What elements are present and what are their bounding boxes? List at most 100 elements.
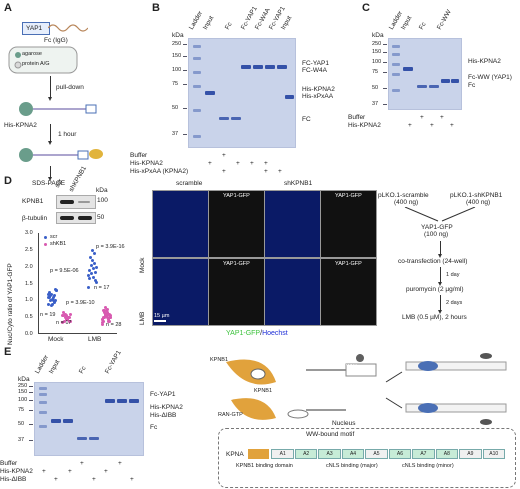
band-label: Fc	[150, 424, 158, 431]
marker-tick	[183, 70, 187, 71]
kpna-domain-box	[218, 428, 516, 488]
data-point	[103, 311, 106, 315]
blot-kda: kDa	[96, 187, 108, 194]
flow-puromycin: puromycin (2 µg/ml)	[406, 286, 464, 293]
gel-c-kda: kDa	[372, 32, 384, 39]
kpna2-label: His-KPNA2	[4, 122, 37, 129]
data-point	[88, 277, 91, 281]
panel-label-a: A	[4, 2, 12, 14]
fc-label: Fc (IgG)	[44, 37, 68, 44]
lane-label: Input	[279, 14, 294, 31]
gel-band	[285, 95, 294, 99]
gel-band	[231, 117, 241, 120]
gel-band	[39, 425, 47, 428]
pval-1: p = 9.5E-06	[50, 268, 79, 274]
gel-band	[105, 399, 115, 403]
gel-band	[39, 387, 47, 390]
legend-shkb-marker	[44, 243, 47, 246]
data-point	[89, 255, 92, 259]
row-cell: +	[104, 468, 108, 475]
row-cell: +	[236, 160, 240, 167]
gel-band	[39, 393, 47, 396]
diagram-nucleus: Nucleus	[332, 420, 356, 427]
lane-label: Fc-YAP1	[103, 349, 123, 375]
data-point	[49, 294, 52, 298]
micro-tile-merge	[264, 190, 321, 258]
row-label: His-KPNA2	[0, 468, 33, 475]
row-label: His-KPNA2	[348, 122, 381, 129]
marker-tick	[383, 104, 387, 105]
marker-label: 100	[18, 397, 28, 403]
data-point	[50, 292, 53, 296]
row-label: Buffer	[130, 152, 148, 159]
gel-band	[193, 45, 201, 48]
data-point	[49, 299, 52, 303]
band-label: Fc-YAP1	[150, 391, 176, 398]
marker-tick	[183, 44, 187, 45]
gel-band	[77, 437, 87, 440]
row-cell: +	[430, 122, 434, 129]
kpna-domain: A6	[388, 449, 412, 459]
blot-marker-50: 50	[97, 214, 105, 221]
marker-tick	[383, 72, 387, 73]
flow-merge-arrows-icon	[404, 207, 476, 222]
blot-header-shkpnb1: shKPNB1	[67, 165, 89, 193]
data-point	[91, 258, 94, 262]
data-point	[47, 302, 50, 306]
data-point	[90, 272, 93, 276]
marker-tick	[183, 56, 187, 57]
flow-shkpnb1: pLKO.1-shKPNB1	[450, 192, 503, 199]
data-point	[107, 319, 110, 323]
band-label: His-xPxAA	[302, 93, 334, 100]
row-cell: +	[440, 114, 444, 121]
data-point	[102, 319, 105, 323]
data-point	[103, 309, 106, 313]
data-point	[109, 316, 112, 320]
ytick-label: 3.0	[25, 230, 33, 236]
diagram-ww: WW	[346, 364, 357, 370]
marker-tick	[29, 400, 33, 401]
marker-tick	[29, 424, 33, 425]
xcat-mock: Mock	[48, 336, 64, 343]
marker-label: 250	[372, 41, 382, 47]
flow-1day: 1 day	[446, 272, 460, 278]
marker-label: 75	[18, 407, 25, 413]
data-point	[91, 248, 94, 252]
marker-label: 250	[18, 383, 28, 389]
ytick-label: 0.0	[25, 331, 33, 337]
diagram-motif: WW-bound motif	[306, 431, 355, 438]
band-label: FC-W4A	[302, 67, 327, 74]
import-diagram	[226, 353, 507, 425]
gel-band	[392, 73, 400, 76]
kpna-domain: A5	[365, 449, 388, 459]
gel-band	[205, 91, 215, 95]
band-label: FC	[302, 116, 311, 123]
band-label: FC-YAP1	[302, 60, 329, 67]
data-point	[69, 319, 72, 323]
bead-icon	[8, 46, 78, 74]
ytick-label: 2.5	[25, 246, 33, 253]
incubation-arrow-icon	[48, 124, 52, 145]
marker-label: 50	[372, 85, 379, 91]
data-point	[64, 316, 67, 320]
kpna-domain: A9	[459, 449, 482, 459]
pval-2: p = 3.9E-16	[96, 244, 125, 250]
gel-band	[441, 79, 450, 83]
band-label: Fc	[468, 82, 476, 89]
flow-arrow-icon	[438, 295, 442, 314]
marker-tick	[29, 410, 33, 411]
micro-tile-gfp: YAP1-GFP	[208, 258, 265, 326]
gel-band	[193, 85, 201, 88]
kpna-domain: A10	[482, 449, 505, 459]
data-point	[51, 302, 54, 306]
row-cell: +	[278, 168, 282, 175]
data-point	[109, 314, 112, 318]
data-point	[106, 311, 109, 315]
marker-tick	[29, 440, 33, 441]
gel-band	[392, 89, 400, 92]
kpna-domain: A7	[412, 449, 435, 459]
diagram-cnls-minor: cNLS binding (minor)	[402, 463, 454, 469]
dotplot-ylabel: Nuc/Cyto ratio of YAP1-GFP	[7, 263, 14, 345]
marker-tick	[383, 44, 387, 45]
flow-arrow-icon	[438, 241, 442, 258]
